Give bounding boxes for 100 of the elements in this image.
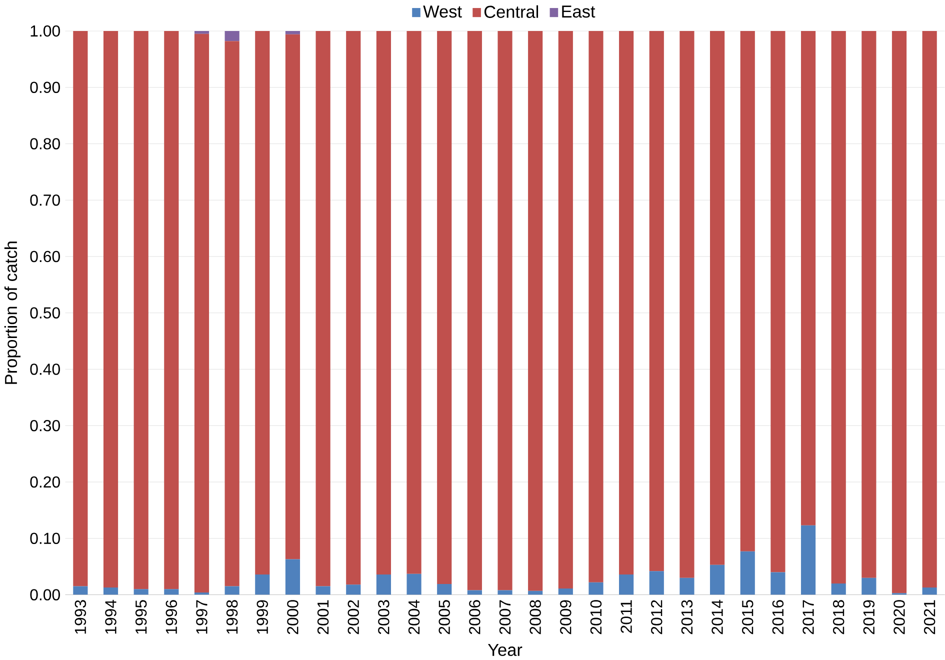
bar xyxy=(194,30,210,34)
bar xyxy=(831,30,846,584)
bar xyxy=(892,30,907,593)
bar xyxy=(800,525,816,595)
x-tick-label: 1996 xyxy=(166,600,178,634)
x-tick-label: 2006 xyxy=(469,600,480,634)
y-tick-label: 0.50 xyxy=(30,307,60,318)
x-axis-title: Year xyxy=(488,644,522,656)
bar xyxy=(831,583,846,595)
bar xyxy=(164,588,179,595)
bar xyxy=(740,551,755,595)
bar xyxy=(558,30,573,588)
x-tick-label: 2005 xyxy=(438,600,450,634)
bar xyxy=(588,30,604,582)
bar xyxy=(619,574,634,595)
x-tick-label: 1997 xyxy=(196,600,208,634)
y-tick-label: 1.00 xyxy=(30,25,60,36)
x-tick-label: 2000 xyxy=(287,600,298,634)
x-tick-label: 2019 xyxy=(863,600,875,634)
x-tick-label: 2009 xyxy=(560,600,572,634)
y-tick-label: 0.70 xyxy=(30,194,60,206)
bar xyxy=(316,30,330,586)
bar xyxy=(649,570,664,595)
bar xyxy=(224,40,240,586)
x-tick-label: 2002 xyxy=(348,600,359,634)
x-tick-label: 2008 xyxy=(530,600,541,634)
bar xyxy=(103,587,118,595)
bar xyxy=(285,559,300,595)
bar xyxy=(862,578,876,595)
legend-label: West xyxy=(423,5,462,18)
bar xyxy=(73,30,88,586)
bar xyxy=(649,30,664,571)
bar xyxy=(346,584,361,595)
bar xyxy=(770,572,786,595)
x-tick-label: 2012 xyxy=(651,600,662,634)
bar xyxy=(740,30,755,552)
bar xyxy=(224,586,240,595)
x-tick-label: 2018 xyxy=(832,600,844,634)
bar xyxy=(558,588,573,595)
bar xyxy=(498,30,512,590)
x-tick-label: 2010 xyxy=(590,600,602,634)
bar xyxy=(285,30,300,34)
bar xyxy=(316,586,330,595)
bar xyxy=(680,578,694,595)
bar xyxy=(164,30,179,589)
legend-label: East xyxy=(562,5,596,18)
x-tick-label: 2003 xyxy=(378,600,390,634)
y-tick-label: 0.30 xyxy=(30,420,60,432)
y-tick-label: 0.10 xyxy=(30,532,60,544)
bar xyxy=(680,30,694,578)
bar xyxy=(255,574,270,595)
bar xyxy=(528,30,543,591)
bar xyxy=(103,30,118,588)
bar xyxy=(467,30,482,590)
x-tick-label: 2020 xyxy=(894,600,905,634)
bar xyxy=(194,34,210,592)
x-tick-label: 2011 xyxy=(620,600,632,633)
x-tick-label: 1995 xyxy=(135,600,147,634)
legend-label: Central xyxy=(484,5,538,18)
bar xyxy=(134,30,148,589)
y-axis-title: Proportion of catch xyxy=(4,241,20,384)
bar xyxy=(437,584,452,595)
bar xyxy=(285,34,300,560)
bar xyxy=(588,582,604,595)
x-tick-label: 2021 xyxy=(924,600,936,634)
bar xyxy=(134,588,148,595)
bar xyxy=(437,30,452,584)
x-tick-label: 1994 xyxy=(105,600,116,634)
y-tick-label: 0.20 xyxy=(30,476,60,488)
y-tick-label: 0.60 xyxy=(30,250,60,262)
x-tick-label: 2004 xyxy=(408,600,420,634)
y-tick-label: 0.40 xyxy=(30,363,60,375)
x-tick-label: 2001 xyxy=(317,600,329,634)
x-tick-label: 2007 xyxy=(499,600,511,634)
bar xyxy=(406,574,422,595)
x-tick-label: 2016 xyxy=(772,600,784,634)
bar xyxy=(346,30,361,584)
x-tick-label: 2015 xyxy=(742,600,754,634)
bar xyxy=(710,564,725,595)
bar xyxy=(922,30,937,588)
y-tick-label: 0.00 xyxy=(30,588,60,600)
bar xyxy=(376,574,391,595)
bar xyxy=(619,30,634,574)
bar xyxy=(922,587,937,595)
bar xyxy=(224,30,240,41)
bar xyxy=(862,30,876,578)
y-tick-label: 0.80 xyxy=(30,138,60,150)
bar xyxy=(800,30,816,526)
bar xyxy=(498,590,512,595)
bar xyxy=(710,30,725,565)
x-tick-label: 1998 xyxy=(226,600,238,634)
bar xyxy=(73,586,88,595)
bar xyxy=(770,30,786,572)
bar xyxy=(406,30,422,574)
x-tick-label: 1999 xyxy=(256,600,268,634)
x-tick-label: 2014 xyxy=(712,600,723,634)
bar xyxy=(255,30,270,574)
x-tick-label: 2017 xyxy=(802,600,814,634)
x-tick-label: 2013 xyxy=(681,600,693,634)
y-tick-label: 0.90 xyxy=(30,82,60,93)
